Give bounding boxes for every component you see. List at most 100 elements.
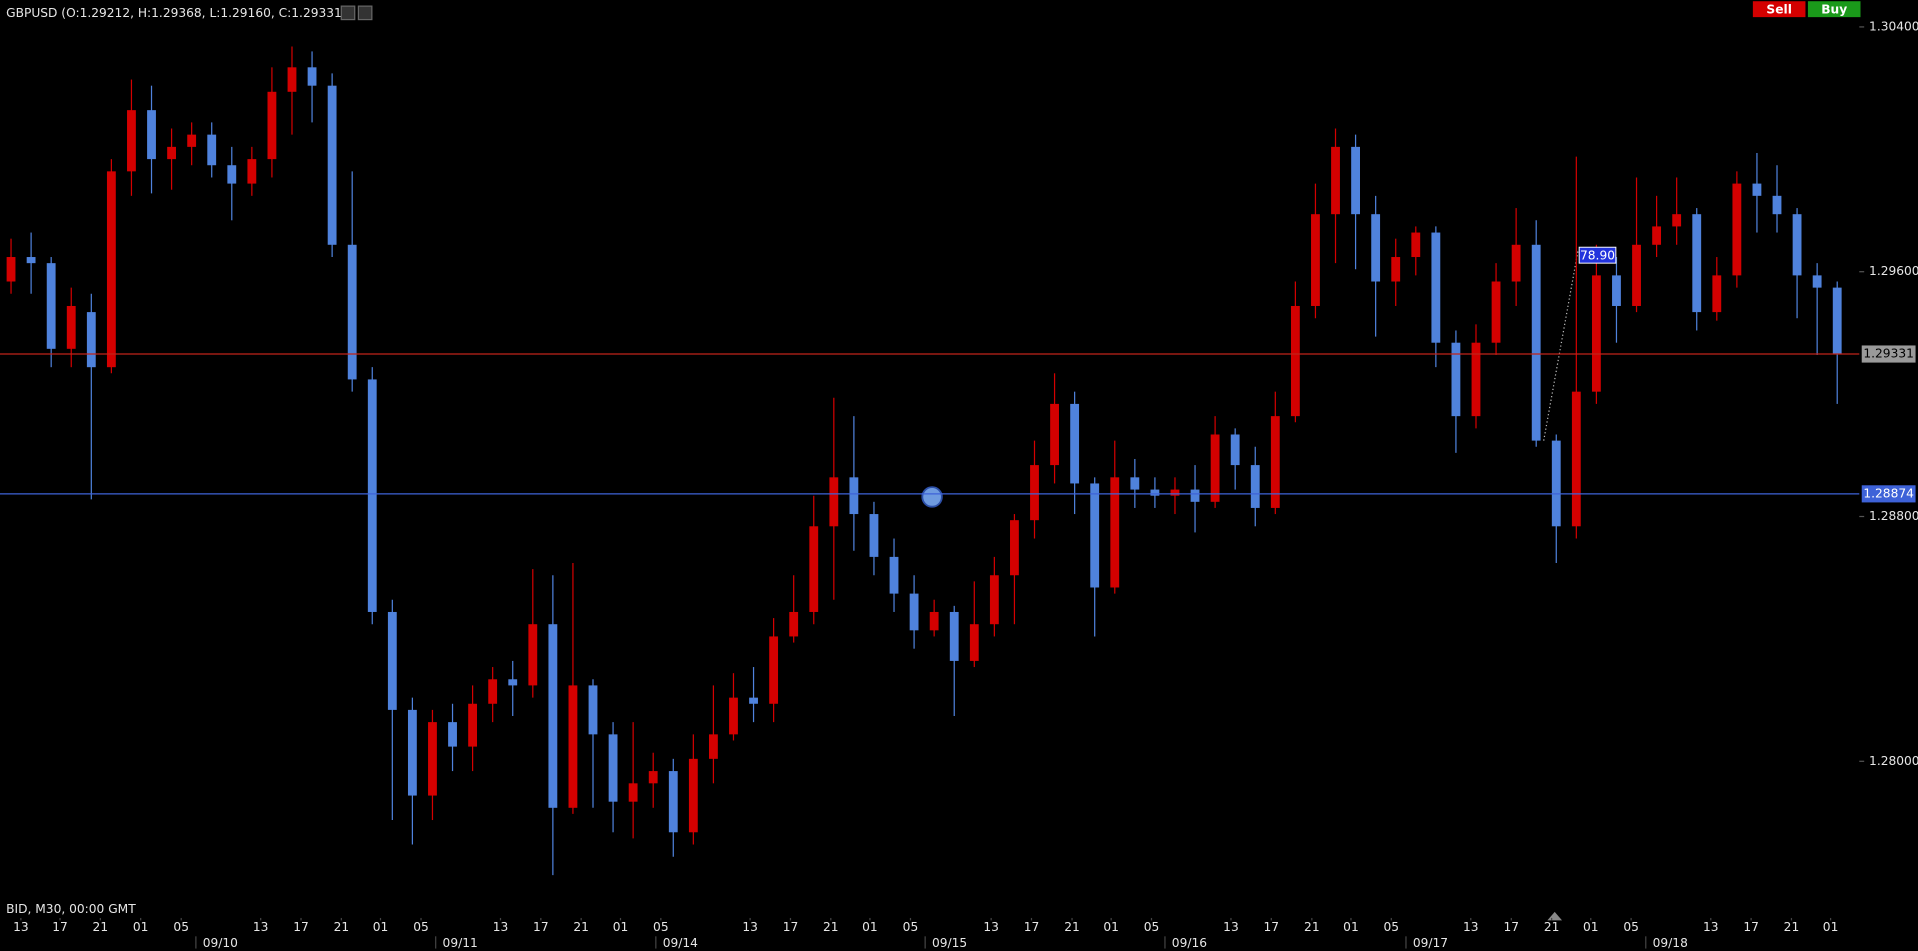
x-tick-label: 17 xyxy=(533,920,549,934)
candle-body xyxy=(769,636,779,704)
close-icon[interactable] xyxy=(357,5,373,21)
date-tick-label: 09/15 xyxy=(932,936,967,950)
trade-button[interactable] xyxy=(1752,1,1806,18)
candle-body xyxy=(1391,257,1401,282)
candle-body xyxy=(1571,391,1581,527)
annotation: 78.90 xyxy=(1580,248,1615,262)
x-tick-label: 01 xyxy=(133,920,149,934)
x-tick-label: 05 xyxy=(1623,920,1639,934)
x-tick-label: 01 xyxy=(1343,920,1359,934)
candle-body xyxy=(809,526,819,612)
x-tick-label: 17 xyxy=(1504,920,1520,934)
candle-body xyxy=(1692,214,1702,313)
x-tick-label: 21 xyxy=(823,920,839,934)
candle-body xyxy=(1491,281,1501,343)
x-tick-label: 13 xyxy=(1223,920,1239,934)
candle-body xyxy=(1431,232,1441,343)
x-tick-label: 17 xyxy=(52,920,68,934)
trade-button-label[interactable]: Sell xyxy=(1766,2,1791,16)
candle-body xyxy=(1411,232,1421,258)
trade-buttons: Sell Buy xyxy=(1752,1,1861,18)
date-tick-label: 09/10 xyxy=(203,936,238,950)
candle-body xyxy=(969,624,979,661)
candle-body xyxy=(1030,465,1039,521)
candle-body xyxy=(147,110,156,160)
candle-body xyxy=(929,611,939,631)
date-tick-label: 09/14 xyxy=(663,936,698,950)
x-tick-label: 05 xyxy=(173,920,189,934)
x-tick-label: 17 xyxy=(1024,920,1040,934)
candle-body xyxy=(307,67,317,86)
candle-body xyxy=(1170,489,1180,496)
price-label-box xyxy=(1861,485,1916,503)
candle-body xyxy=(588,685,598,735)
candle-body xyxy=(1812,275,1822,288)
candle-body xyxy=(1250,465,1260,508)
candle-body xyxy=(1772,195,1782,215)
candle-body xyxy=(1451,342,1461,417)
candle-body xyxy=(909,593,919,631)
candle-body xyxy=(508,679,518,686)
line-handle[interactable] xyxy=(921,486,943,508)
candle-body xyxy=(1070,403,1080,484)
price-label: 1.28874 xyxy=(1863,486,1914,500)
candle-body xyxy=(889,556,899,594)
candle-body xyxy=(668,771,678,833)
x-tick-label: 05 xyxy=(413,920,429,934)
candle-body xyxy=(949,611,959,661)
candle-body xyxy=(548,624,558,808)
candle-body xyxy=(708,734,718,759)
candle-body xyxy=(1792,214,1802,276)
date-tick-label: 09/18 xyxy=(1653,936,1688,950)
candle-body xyxy=(347,244,357,380)
candle-body xyxy=(247,159,257,184)
candle-body xyxy=(1050,403,1059,466)
candle-body xyxy=(1090,483,1100,588)
candle-body xyxy=(428,722,437,796)
candle-body xyxy=(528,624,538,686)
candle-body xyxy=(106,171,116,368)
chart-title: GBPUSD (O:1.29212, H:1.29368, L:1.29160,… xyxy=(6,6,346,20)
candle-body xyxy=(227,165,237,184)
candle-body xyxy=(749,697,758,704)
candle-body xyxy=(1230,434,1240,466)
candle-body xyxy=(66,305,76,349)
candle-body xyxy=(26,257,36,264)
x-tick-label: 13 xyxy=(1703,920,1719,934)
trade-button-label[interactable]: Buy xyxy=(1821,2,1847,16)
candle-body xyxy=(488,679,498,704)
candle-body xyxy=(1832,287,1842,355)
candle-body xyxy=(1511,244,1521,282)
x-tick-label: 05 xyxy=(1144,920,1160,934)
date-tick-label: 09/17 xyxy=(1413,936,1448,950)
measure-line xyxy=(1543,250,1579,441)
trade-button[interactable] xyxy=(1807,1,1861,18)
x-tick-label: 17 xyxy=(1743,920,1759,934)
x-tick-label: 21 xyxy=(1544,920,1560,934)
candle-body xyxy=(628,783,638,802)
y-tick-label: 1.30400 xyxy=(1869,19,1918,33)
x-tick-label: 17 xyxy=(1264,920,1280,934)
candle-body xyxy=(127,110,136,172)
candle-body xyxy=(1551,440,1561,527)
settings-icon[interactable] xyxy=(340,5,356,21)
x-tick-label: 01 xyxy=(613,920,629,934)
candle-body xyxy=(287,67,297,92)
x-tick-label: 21 xyxy=(1304,920,1320,934)
candle-body xyxy=(367,379,377,612)
candle-body xyxy=(1531,244,1541,441)
candle-body xyxy=(387,611,397,710)
candle-body xyxy=(1110,477,1120,588)
candle-body xyxy=(989,575,999,625)
candle-body xyxy=(207,134,217,166)
x-tick-label: 13 xyxy=(983,920,999,934)
candle-body xyxy=(789,611,799,637)
candle-body xyxy=(1351,146,1360,215)
candle-body xyxy=(1752,183,1762,196)
candle-body xyxy=(1311,214,1320,306)
candle-body xyxy=(1652,226,1662,245)
candle-body xyxy=(448,722,457,747)
candle-body xyxy=(829,477,839,527)
